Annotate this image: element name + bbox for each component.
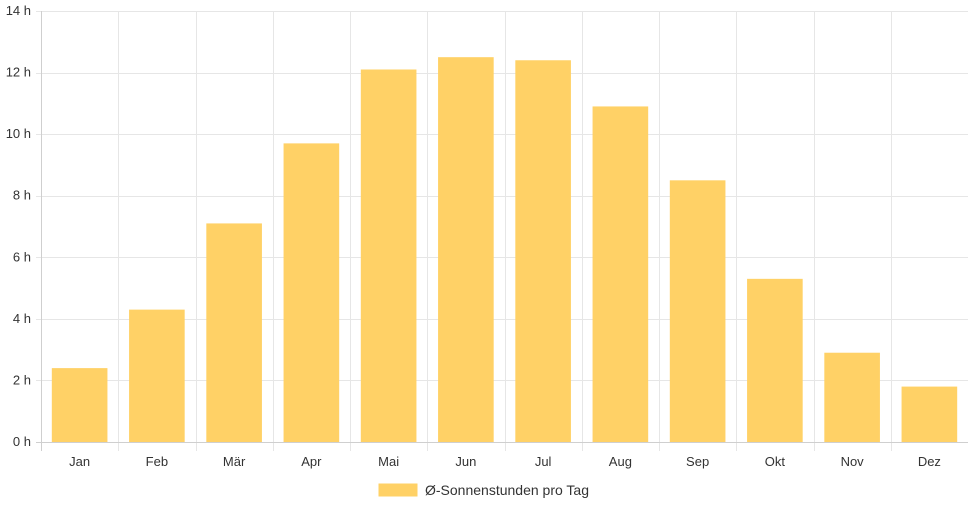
x-tick-label: Feb (146, 454, 168, 469)
bar[interactable] (51, 368, 108, 442)
bar[interactable] (129, 309, 185, 442)
x-axis-labels: Jan Feb Mär Apr Mai Jun Jul Aug Sep Okt Nov Dez (69, 454, 941, 469)
x-tick-label: Jan (69, 454, 90, 469)
x-tick-label: Okt (765, 454, 786, 469)
legend-label: Ø-Sonnenstunden pro Tag (425, 482, 589, 498)
bar[interactable] (669, 180, 726, 443)
axes (36, 11, 968, 451)
y-axis-labels: 0 h 2 h 4 h 6 h 8 h 10 h 12 h 14 h (6, 3, 31, 449)
y-tick-label: 12 h (6, 65, 31, 80)
x-tick-label: Apr (301, 454, 322, 469)
x-tick-label: Mai (378, 454, 399, 469)
bar[interactable] (283, 143, 340, 442)
bar[interactable] (747, 278, 803, 442)
y-tick-label: 8 h (13, 188, 31, 203)
bar[interactable] (360, 69, 417, 442)
bar[interactable] (206, 223, 262, 442)
x-tick-label: Jun (455, 454, 476, 469)
x-tick-label: Aug (609, 454, 632, 469)
bar[interactable] (515, 60, 571, 442)
x-tick-label: Dez (918, 454, 941, 469)
bars (51, 57, 958, 443)
y-tick-label: 14 h (6, 3, 31, 18)
bar[interactable] (901, 386, 958, 442)
y-tick-label: 2 h (13, 372, 31, 387)
legend[interactable]: Ø-Sonnenstunden pro Tag (377, 482, 589, 498)
bar[interactable] (592, 106, 649, 442)
legend-swatch (377, 482, 419, 498)
grid (36, 11, 968, 451)
y-tick-label: 10 h (6, 126, 31, 141)
bar[interactable] (438, 57, 494, 443)
x-tick-label: Mär (223, 454, 246, 469)
bar[interactable] (824, 352, 880, 442)
x-tick-label: Sep (686, 454, 709, 469)
y-tick-label: 6 h (13, 249, 31, 264)
x-tick-label: Nov (841, 454, 865, 469)
y-tick-label: 0 h (13, 434, 31, 449)
x-tick-label: Jul (535, 454, 552, 469)
y-tick-label: 4 h (13, 311, 31, 326)
